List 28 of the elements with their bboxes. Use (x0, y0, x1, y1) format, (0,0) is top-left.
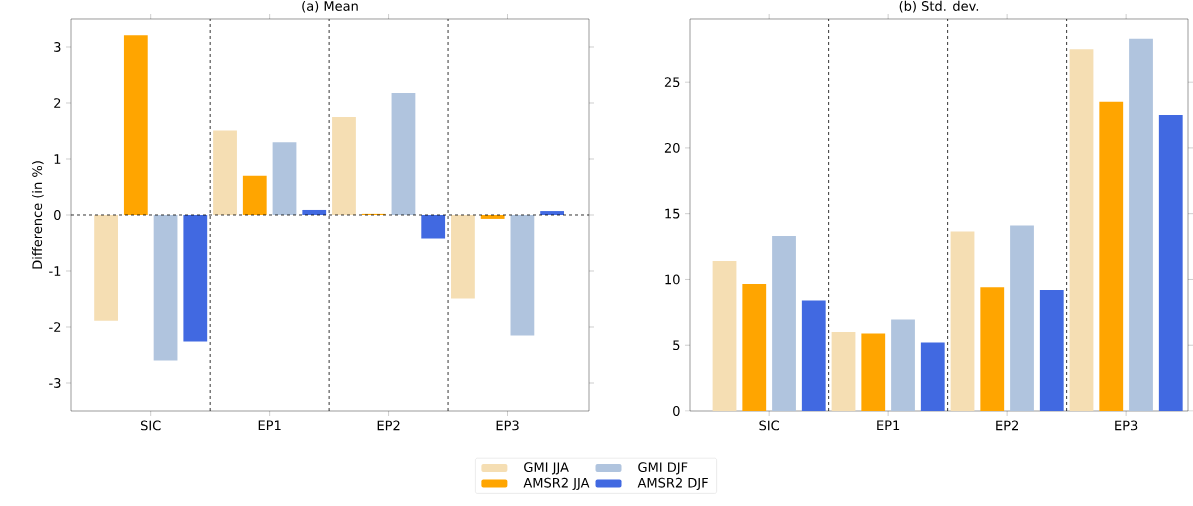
chart-title: (a) Mean (302, 0, 358, 13)
legend-label: AMSR2 DJF (637, 477, 708, 491)
legend-label: GMI JJA (524, 462, 569, 475)
y-tick-label: 1 (54, 154, 61, 164)
x-tick-label: EP2 (996, 420, 1018, 431)
y-tick-label: 10 (665, 274, 680, 285)
x-tick-label: EP2 (377, 420, 400, 431)
chart-title: (b) Std. dev. (899, 0, 979, 13)
x-tick-label: SIC (140, 420, 161, 431)
y-tick-label: 15 (665, 208, 680, 219)
y-tick-label: 0 (54, 210, 61, 220)
y-tick-label: 2 (54, 98, 61, 108)
y-axis-title: Difference (in %) (32, 161, 44, 269)
y-tick-label: -3 (49, 378, 61, 388)
x-tick-label: EP1 (258, 420, 281, 431)
y-tick-label: 5 (673, 340, 680, 351)
y-tick-label: -1 (49, 266, 61, 276)
y-tick-label: 20 (664, 143, 680, 153)
legend-label: GMI DJF (638, 462, 688, 475)
y-tick-label: 25 (664, 77, 680, 88)
y-tick-label: 3 (54, 42, 61, 52)
x-tick-label: EP3 (496, 420, 519, 431)
legend-label: AMSR2 JJA (523, 477, 590, 491)
x-tick-label: EP1 (877, 420, 900, 431)
x-tick-label: SIC (759, 420, 780, 431)
x-tick-label: EP3 (1115, 420, 1138, 431)
y-tick-label: 0 (673, 406, 680, 416)
y-tick-label: -2 (49, 322, 61, 332)
